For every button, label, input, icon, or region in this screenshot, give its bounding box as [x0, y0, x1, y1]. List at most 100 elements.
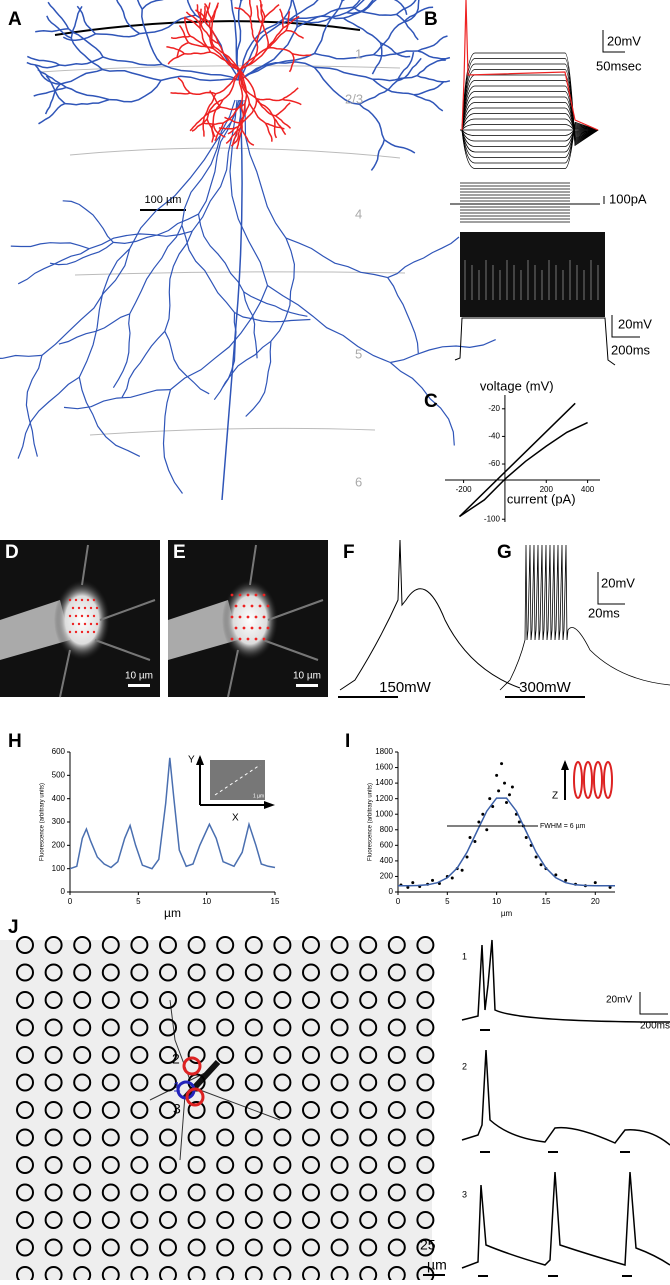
dendrite	[383, 139, 416, 154]
panel-label: D	[5, 542, 19, 563]
dendrite	[244, 99, 287, 239]
dendrite	[413, 94, 444, 112]
site	[73, 963, 92, 982]
dendrite	[288, 11, 347, 24]
dot	[262, 593, 266, 597]
y-tick-label: 0	[61, 887, 66, 896]
dendrite	[211, 2, 220, 22]
point	[460, 868, 464, 872]
inset-h	[196, 755, 275, 809]
dendrite	[314, 66, 374, 81]
dendrite	[256, 97, 283, 102]
dot	[86, 630, 90, 634]
site	[216, 1128, 235, 1147]
point	[406, 885, 410, 889]
dendrite	[359, 80, 398, 105]
dendrite	[264, 122, 273, 142]
dot	[77, 622, 81, 626]
dendrite	[396, 51, 415, 82]
dendrite	[413, 80, 445, 96]
dot	[238, 615, 242, 619]
trace	[460, 107, 599, 135]
site	[387, 936, 406, 954]
dot	[95, 606, 99, 610]
site	[130, 1183, 149, 1202]
scale-bar	[602, 30, 625, 53]
site	[130, 991, 149, 1009]
y-axis-label: voltage (mV)	[480, 378, 554, 393]
y-tick-label: -40	[488, 432, 500, 441]
inset-label: 1 µm	[253, 793, 264, 799]
scale-label: 25	[420, 1237, 436, 1253]
dot	[95, 622, 99, 626]
dendrite	[59, 68, 103, 85]
point	[495, 773, 499, 777]
dendrite	[239, 52, 315, 81]
point	[503, 781, 507, 785]
point	[465, 855, 469, 859]
point	[491, 804, 495, 808]
y-tick-label: 600	[52, 747, 66, 756]
y-tick-label: 600	[380, 840, 394, 849]
dendrite	[178, 24, 190, 44]
inset-label: Y	[188, 755, 195, 766]
series-line	[458, 402, 576, 518]
site	[302, 1156, 320, 1174]
site	[73, 1128, 92, 1147]
site	[359, 1046, 378, 1064]
dendrite	[102, 56, 163, 66]
dendrite	[206, 98, 224, 120]
site	[44, 1128, 63, 1147]
site	[359, 1073, 378, 1092]
point	[481, 812, 485, 816]
site	[159, 1156, 177, 1174]
x-tick-label: 400	[581, 485, 595, 494]
y-axis-label: Fluorescence (arbitrary units)	[368, 783, 374, 861]
dendrite	[166, 45, 185, 55]
dendrite	[38, 102, 66, 125]
dendrite	[239, 0, 242, 2]
trace	[460, 128, 599, 136]
site	[302, 1073, 320, 1092]
dendrite	[203, 3, 213, 22]
site	[387, 1211, 406, 1229]
site	[216, 1238, 235, 1257]
point	[473, 839, 477, 843]
dendrite	[389, 362, 455, 446]
site	[101, 1156, 120, 1174]
site	[416, 936, 435, 954]
site	[416, 1101, 435, 1119]
dot	[92, 630, 96, 634]
y-tick-label: -20	[488, 404, 500, 413]
dendrite	[0, 354, 42, 360]
dendrite	[215, 69, 241, 95]
x-tick-label: 0	[68, 897, 73, 906]
layer-label: 1	[355, 46, 362, 61]
scale-label: µm	[427, 1257, 447, 1273]
scale-label: 50msec	[596, 58, 642, 73]
dendrite	[204, 2, 211, 22]
dendrite	[189, 116, 205, 132]
dendrite	[390, 339, 496, 364]
site	[182, 1056, 202, 1076]
site	[387, 991, 406, 1009]
point	[500, 762, 504, 766]
dendrite	[261, 23, 269, 49]
site	[330, 1046, 349, 1064]
scale-label: 10 µm	[125, 671, 153, 682]
site	[187, 1046, 206, 1064]
point	[485, 828, 489, 832]
site	[73, 1018, 92, 1037]
dendrite	[313, 66, 360, 105]
dendrite	[417, 50, 451, 60]
point	[564, 878, 568, 882]
site	[302, 1046, 320, 1064]
dendrite	[170, 285, 269, 391]
site	[16, 1211, 34, 1229]
pia	[54, 20, 361, 36]
dot	[234, 604, 238, 608]
site	[16, 1018, 34, 1037]
stim-points	[68, 593, 270, 641]
point	[450, 876, 454, 880]
site	[273, 1156, 292, 1174]
